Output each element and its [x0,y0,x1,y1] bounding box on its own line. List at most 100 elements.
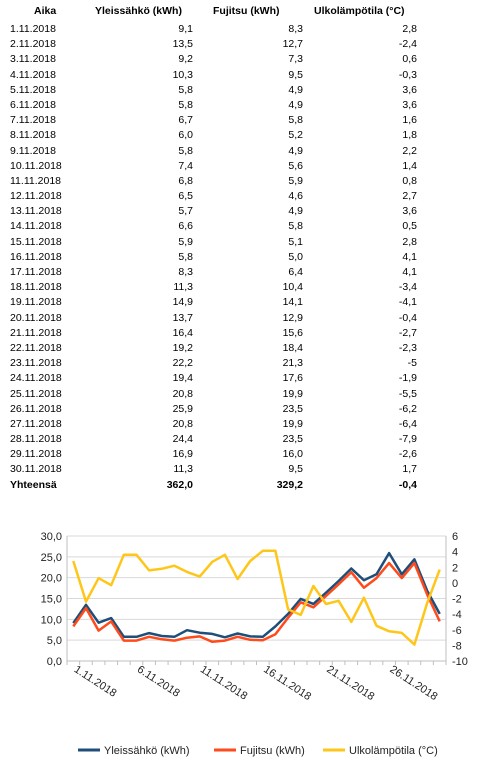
x-tick-label: 26.11.2018 [388,663,440,703]
row-fujitsu: 15,6 [282,326,303,339]
row-date: 7.11.2018 [10,114,56,127]
row-yleissahko: 24,4 [172,433,193,446]
row-yleissahko: 6,5 [178,190,193,203]
row-date: 1.11.2018 [10,23,56,35]
row-yleissahko: 6,0 [178,129,193,142]
row-yleissahko: 22,2 [172,357,193,370]
row-yleissahko: 13,5 [172,38,193,51]
table-row: 29.11.2018 16,9 16,0 -2,6 [0,447,483,462]
table-row: 3.11.2018 9,2 7,3 0,6 [0,52,483,67]
row-ulkolampotila: 4,1 [402,250,417,263]
table-row: 1.11.2018 9,1 8,3 2,8 [0,22,483,37]
row-ulkolampotila: -5 [407,357,417,370]
row-yleissahko: 9,2 [178,53,193,66]
row-yleissahko: 5,8 [178,250,193,263]
row-fujitsu: 12,7 [282,38,303,51]
row-date: 25.11.2018 [10,387,62,400]
legend-label-1: Fujitsu (kWh) [240,745,305,757]
legend-label-2: Ulkolämpötila (°C) [349,745,438,757]
row-ulkolampotila: 4,1 [402,266,417,278]
row-ulkolampotila: -3,4 [398,281,417,294]
row-fujitsu: 5,8 [288,114,303,127]
table-row: 9.11.2018 5,8 4,9 2,2 [0,144,483,159]
total-fujitsu: 329,2 [276,478,303,491]
row-date: 13.11.2018 [10,205,62,218]
row-fujitsu: 7,3 [288,53,303,66]
row-ulkolampotila: -6,2 [398,402,417,415]
line-chart: 0,0 5,0 10,0 15,0 20,0 25,0 30,0 -10 -8 -6 -4 -2 0 2 4… [41,531,468,757]
table-row: 24.11.2018 19,4 17,6 -1,9 [0,371,483,386]
row-fujitsu: 23,5 [282,433,303,446]
row-fujitsu: 18,4 [282,341,303,354]
row-yleissahko: 5,8 [178,83,193,96]
table-header: Aika Yleissähkö (kWh) Fujitsu (kWh) Ulko… [0,0,483,22]
y-right-tick-label: 4 [452,547,458,559]
row-yleissahko: 16,4 [172,326,193,339]
table-row: 4.11.2018 10,3 9,5 -0,3 [0,68,483,83]
row-yleissahko: 10,3 [172,68,193,81]
row-date: 14.11.2018 [10,220,62,233]
chart-legend: Yleissähkö (kWh) Fujitsu (kWh) Ulkolämpöti… [78,745,438,757]
table-row: 26.11.2018 25,9 23,5 -6,2 [0,402,483,417]
row-date: 30.11.2018 [10,463,62,476]
row-ulkolampotila: 2,8 [402,235,417,248]
row-ulkolampotila: -7,9 [398,433,417,446]
row-date: 19.11.2018 [10,296,62,309]
table-row: 19.11.2018 14,9 14,1 -4,1 [0,295,483,310]
y-right-tick-label: 6 [452,531,458,543]
row-date: 23.11.2018 [10,357,62,370]
y-left-tick-label: 20,0 [41,573,62,585]
table-row: 5.11.2018 5,8 4,9 3,6 [0,83,483,98]
x-tick-label: 1.11.2018 [72,663,119,699]
row-fujitsu: 4,6 [288,190,303,203]
row-ulkolampotila: -6,4 [398,417,417,430]
row-fujitsu: 14,1 [282,296,303,309]
row-yleissahko: 6,8 [178,174,193,187]
row-ulkolampotila: -0,3 [398,68,417,81]
row-fujitsu: 4,9 [288,205,303,218]
row-ulkolampotila: 3,6 [402,83,417,96]
row-ulkolampotila: -4,1 [398,296,417,309]
table-row: 23.11.2018 22,2 21,3 -5 [0,356,483,371]
row-fujitsu: 5,1 [288,235,303,248]
row-yleissahko: 6,6 [178,220,193,233]
row-ulkolampotila: 3,6 [402,98,417,111]
table-row: 27.11.2018 20,8 19,9 -6,4 [0,417,483,432]
table-row: 13.11.2018 5,7 4,9 3,6 [0,204,483,219]
row-yleissahko: 5,7 [178,205,193,218]
row-yleissahko: 13,7 [172,311,193,324]
table-row: 18.11.2018 11,3 10,4 -3,4 [0,280,483,295]
x-tick-label: 6.11.2018 [135,663,182,699]
row-ulkolampotila: -0,4 [398,311,417,324]
header-fujitsu: Fujitsu (kWh) [213,5,280,17]
table-row: 2.11.2018 13,5 12,7 -2,4 [0,37,483,52]
row-fujitsu: 6,4 [288,266,303,278]
row-date: 18.11.2018 [10,281,62,294]
y-left-tick-label: 15,0 [41,594,62,606]
row-yleissahko: 19,4 [172,372,193,385]
row-date: 8.11.2018 [10,129,56,142]
y-right-tick-label: -4 [452,609,462,621]
row-fujitsu: 8,3 [288,23,303,35]
y-left-tick-label: 10,0 [41,614,62,626]
row-fujitsu: 19,9 [282,387,303,400]
series-line-1 [72,561,441,644]
row-ulkolampotila: -2,3 [398,341,417,354]
row-yleissahko: 5,8 [178,98,193,111]
data-table: Aika Yleissähkö (kWh) Fujitsu (kWh) Ulko… [0,0,483,491]
row-ulkolampotila: 1,4 [402,159,417,172]
row-yleissahko: 20,8 [172,417,193,430]
row-ulkolampotila: -5,5 [398,387,417,400]
row-fujitsu: 5,6 [288,159,303,172]
row-yleissahko: 9,1 [178,23,193,35]
row-date: 5.11.2018 [10,83,56,96]
row-ulkolampotila: 1,7 [402,463,417,476]
row-fujitsu: 9,5 [288,463,303,476]
row-date: 28.11.2018 [10,433,62,446]
row-ulkolampotila: 1,8 [402,129,417,142]
table-row: 16.11.2018 5,8 5,0 4,1 [0,250,483,265]
row-yleissahko: 19,2 [172,341,193,354]
row-date: 3.11.2018 [10,53,56,66]
row-ulkolampotila: -2,7 [398,326,417,339]
y-right-tick-label: -6 [452,625,462,637]
